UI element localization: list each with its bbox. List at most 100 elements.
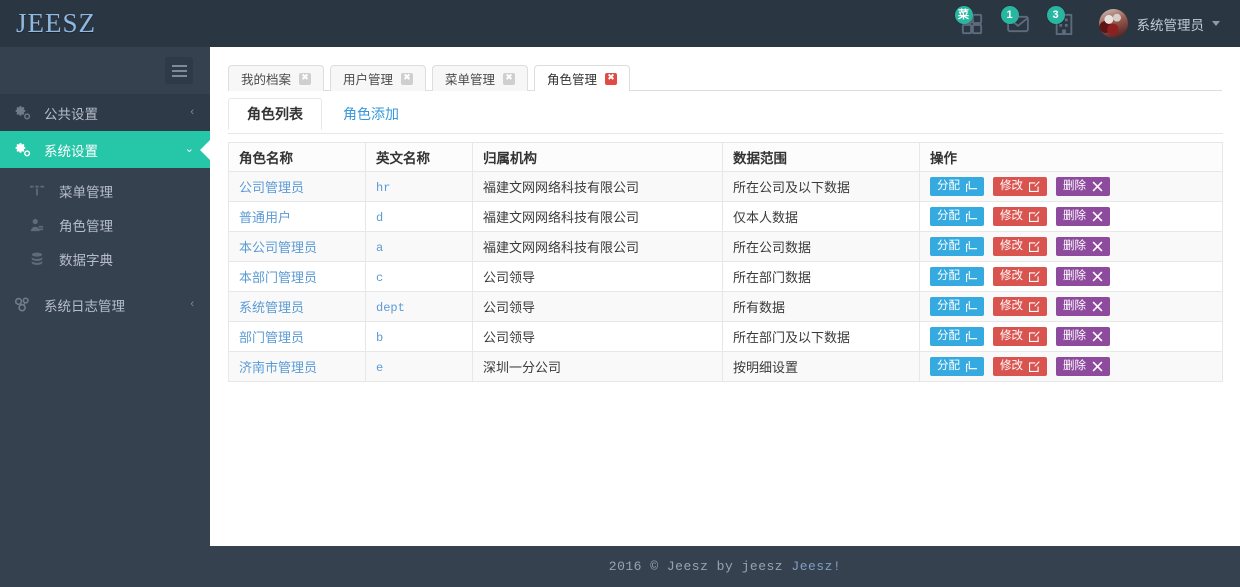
- pencil-square-icon: [1029, 181, 1040, 192]
- tasks-button[interactable]: 3: [1041, 0, 1087, 47]
- role-name-link[interactable]: 本部门管理员: [239, 270, 318, 285]
- footer-copyright: 2016 © Jeesz by jeesz: [608, 559, 792, 574]
- sidebar-item-role-management[interactable]: 角色管理: [0, 208, 210, 242]
- sidebar-item-public-settings[interactable]: 公共设置 ‹: [0, 94, 210, 131]
- role-name-link[interactable]: 普通用户: [239, 210, 292, 225]
- tab-label: 角色管理: [547, 73, 598, 87]
- assign-button[interactable]: 分配: [930, 357, 984, 376]
- sidebar-item-label: 系统日志管理: [44, 298, 125, 314]
- role-name-link[interactable]: 本公司管理员: [239, 240, 318, 255]
- database-icon: [30, 252, 59, 266]
- sidebar-item-data-dictionary[interactable]: 数据字典: [0, 242, 210, 276]
- sidebar-item-system-settings[interactable]: 系统设置 ⌄: [0, 131, 210, 168]
- delete-label: 删除: [1063, 209, 1086, 222]
- close-icon[interactable]: ✖: [401, 72, 414, 85]
- sidebar-item-menu-management[interactable]: 菜单管理: [0, 174, 210, 208]
- pencil-square-icon: [1029, 331, 1040, 342]
- edit-button[interactable]: 修改: [993, 297, 1047, 316]
- action-buttons: 分配 修改 删除: [930, 237, 1212, 256]
- assign-label: 分配: [937, 299, 960, 312]
- sidebar-toggle-row: [0, 47, 210, 94]
- crop-icon: [966, 211, 977, 222]
- subtab-role-add[interactable]: 角色添加: [343, 105, 399, 122]
- action-buttons: 分配 修改 删除: [930, 267, 1212, 286]
- edit-button[interactable]: 修改: [993, 267, 1047, 286]
- english-name-text: hr: [376, 180, 391, 195]
- assign-button[interactable]: 分配: [930, 297, 984, 316]
- brand-logo[interactable]: JEESZ: [16, 8, 97, 38]
- subtab-role-list[interactable]: 角色列表: [228, 97, 322, 130]
- delete-label: 删除: [1063, 239, 1086, 252]
- th-role-name: 角色名称: [228, 142, 366, 172]
- messages-button[interactable]: 1: [995, 0, 1041, 47]
- tab-my-profile[interactable]: 我的档案 ✖: [228, 65, 325, 91]
- edit-button[interactable]: 修改: [993, 237, 1047, 256]
- delete-button[interactable]: 删除: [1056, 267, 1110, 286]
- delete-button[interactable]: 删除: [1056, 327, 1110, 346]
- footer-link[interactable]: Jeesz!: [791, 559, 842, 574]
- times-icon: [1092, 331, 1103, 342]
- sidebar-subitem-label: 角色管理: [59, 219, 113, 234]
- assign-button[interactable]: 分配: [930, 327, 984, 346]
- cell-operations: 分配 修改 删除: [919, 261, 1223, 292]
- delete-label: 删除: [1063, 359, 1086, 372]
- crop-icon: [966, 331, 977, 342]
- sidebar-item-system-log[interactable]: 系统日志管理 ‹: [0, 286, 210, 323]
- assign-button[interactable]: 分配: [930, 237, 984, 256]
- role-name-link[interactable]: 济南市管理员: [239, 360, 318, 375]
- delete-label: 删除: [1063, 299, 1086, 312]
- assign-button[interactable]: 分配: [930, 177, 984, 196]
- assign-button[interactable]: 分配: [930, 267, 984, 286]
- delete-button[interactable]: 删除: [1056, 237, 1110, 256]
- cell-operations: 分配 修改 删除: [919, 231, 1223, 262]
- edit-button[interactable]: 修改: [993, 177, 1047, 196]
- footer-text: 2016 © Jeesz by jeesz Jeesz!: [609, 559, 841, 574]
- tab-menu-management[interactable]: 菜单管理 ✖: [432, 65, 529, 91]
- delete-label: 删除: [1063, 329, 1086, 342]
- cell-operations: 分配 修改 删除: [919, 171, 1223, 202]
- close-icon[interactable]: ✖: [299, 72, 312, 85]
- grid-badge: 菜: [954, 6, 973, 24]
- delete-button[interactable]: 删除: [1056, 357, 1110, 376]
- sidebar-item-label: 公共设置: [44, 106, 98, 122]
- delete-label: 删除: [1063, 269, 1086, 282]
- assign-button[interactable]: 分配: [930, 207, 984, 226]
- action-buttons: 分配 修改 删除: [930, 297, 1212, 316]
- close-icon[interactable]: ✖: [503, 72, 516, 85]
- tab-user-management[interactable]: 用户管理 ✖: [330, 65, 427, 91]
- delete-button[interactable]: 删除: [1056, 297, 1110, 316]
- close-icon[interactable]: ✖: [605, 72, 618, 85]
- cogs-icon: [14, 141, 44, 158]
- assign-label: 分配: [937, 179, 960, 192]
- action-buttons: 分配 修改 删除: [930, 357, 1212, 376]
- grid-menu-button[interactable]: 菜: [949, 0, 995, 47]
- table-row: 本公司管理员 a 福建文网网络科技有限公司 所在公司数据 分配 修改 删除: [228, 231, 1223, 262]
- role-name-link[interactable]: 公司管理员: [239, 180, 305, 195]
- cell-organization: 公司领导: [472, 321, 723, 352]
- delete-button[interactable]: 删除: [1056, 207, 1110, 226]
- cell-organization: 福建文网网络科技有限公司: [472, 201, 723, 232]
- delete-button[interactable]: 删除: [1056, 177, 1110, 196]
- role-name-link[interactable]: 系统管理员: [239, 300, 305, 315]
- chevron-down-icon: [1212, 21, 1220, 26]
- edit-label: 修改: [1000, 269, 1023, 282]
- sub-tab-strip: 角色列表 角色添加: [228, 97, 1240, 134]
- cell-english-name: e: [365, 351, 473, 382]
- cell-english-name: a: [365, 231, 473, 262]
- user-menu[interactable]: 系统管理员: [1087, 0, 1227, 47]
- cell-english-name: dept: [365, 291, 473, 322]
- edit-button[interactable]: 修改: [993, 357, 1047, 376]
- edit-button[interactable]: 修改: [993, 327, 1047, 346]
- edit-button[interactable]: 修改: [993, 207, 1047, 226]
- cell-data-scope: 所在部门及以下数据: [722, 321, 920, 352]
- cell-role-name: 本公司管理员: [228, 231, 366, 262]
- cell-role-name: 普通用户: [228, 201, 366, 232]
- cell-data-scope: 所在部门数据: [722, 261, 920, 292]
- tab-role-management[interactable]: 角色管理 ✖: [534, 65, 631, 91]
- sidebar-toggle-button[interactable]: [165, 57, 193, 84]
- subtab-divider: [228, 133, 1223, 134]
- table-body: 公司管理员 hr 福建文网网络科技有限公司 所在公司及以下数据 分配 修改 删除 普通用户 d 福…: [228, 171, 1223, 382]
- role-name-link[interactable]: 部门管理员: [239, 330, 305, 345]
- edit-label: 修改: [1000, 299, 1023, 312]
